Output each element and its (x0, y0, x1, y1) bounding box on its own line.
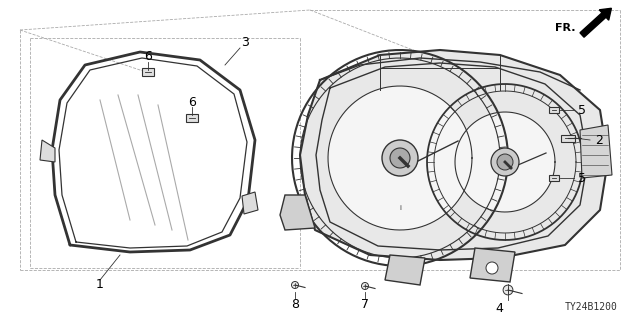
Circle shape (491, 148, 519, 176)
Polygon shape (242, 192, 258, 214)
Bar (186, 114, 198, 122)
Polygon shape (328, 86, 472, 230)
Text: 5: 5 (578, 172, 586, 185)
Polygon shape (40, 140, 55, 162)
Polygon shape (300, 50, 608, 260)
Text: 3: 3 (241, 36, 249, 49)
Polygon shape (580, 125, 612, 178)
FancyArrow shape (580, 8, 611, 37)
Polygon shape (385, 255, 425, 285)
Text: 6: 6 (144, 51, 152, 63)
Text: FR.: FR. (554, 23, 575, 33)
Polygon shape (470, 248, 515, 282)
Bar (549, 175, 559, 181)
Text: 7: 7 (361, 299, 369, 311)
Text: 8: 8 (291, 299, 299, 311)
Circle shape (362, 283, 369, 290)
Text: 4: 4 (495, 301, 503, 315)
Text: TY24B1200: TY24B1200 (565, 302, 618, 312)
Text: 1: 1 (96, 278, 104, 292)
Text: 6: 6 (188, 95, 196, 108)
Bar (561, 134, 575, 141)
Bar (141, 68, 154, 76)
Bar (549, 107, 559, 113)
Polygon shape (280, 195, 315, 230)
Circle shape (291, 282, 298, 289)
Circle shape (486, 262, 498, 274)
Text: 2: 2 (595, 133, 603, 147)
Circle shape (382, 140, 418, 176)
Circle shape (390, 148, 410, 168)
Text: 5: 5 (578, 103, 586, 116)
Circle shape (503, 285, 513, 295)
Circle shape (497, 154, 513, 170)
Polygon shape (455, 112, 555, 212)
Text: i: i (399, 205, 401, 211)
